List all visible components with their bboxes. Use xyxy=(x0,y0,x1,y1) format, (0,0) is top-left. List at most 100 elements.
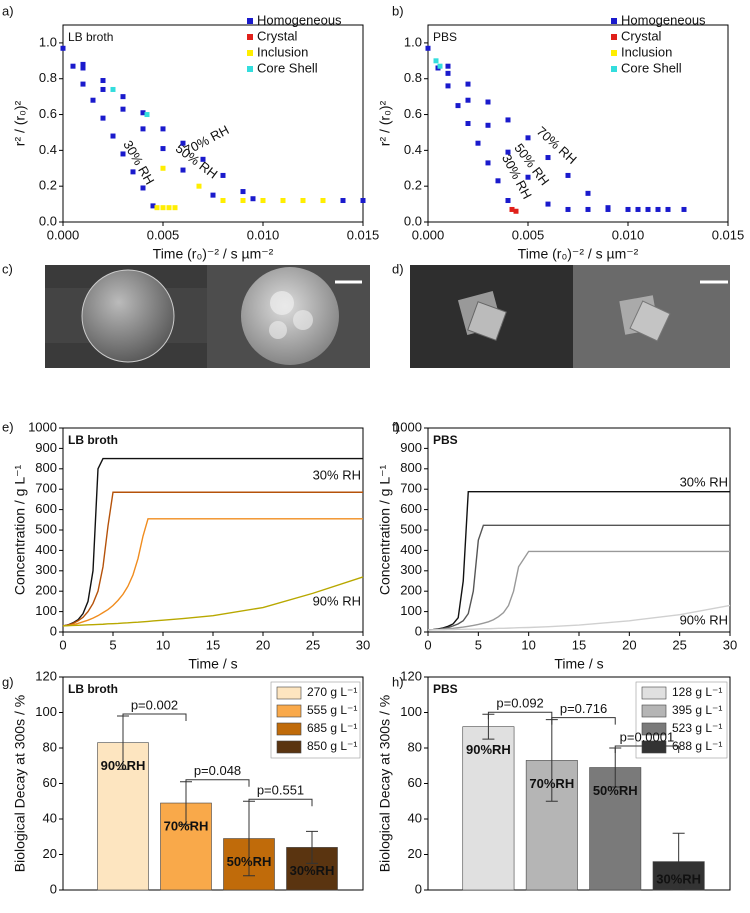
point xyxy=(140,126,146,132)
point xyxy=(605,205,611,211)
legend-swatch xyxy=(641,686,667,700)
y-tick-label: 0 xyxy=(50,623,57,638)
y-tick-label: 100 xyxy=(400,603,422,618)
y-tick-label: 900 xyxy=(35,440,57,455)
y-tick-label: 0 xyxy=(415,881,422,896)
bar-label: 90%RH xyxy=(466,742,511,757)
legend-frame xyxy=(270,681,361,759)
point xyxy=(445,63,451,69)
point xyxy=(80,61,86,67)
bar-label: 90%RH xyxy=(101,758,146,773)
y-tick-label: 0.4 xyxy=(404,142,422,157)
point xyxy=(545,201,551,207)
line xyxy=(427,524,730,631)
x-tick-label: 25 xyxy=(306,637,320,652)
point xyxy=(585,206,591,212)
bar xyxy=(462,726,515,891)
significance-bracket xyxy=(185,779,250,787)
panel-label: b) xyxy=(392,3,404,18)
legend-label: Core Shell xyxy=(257,60,318,75)
significance-bracket xyxy=(614,745,680,753)
point xyxy=(180,167,186,173)
p-value: p=0.0001 xyxy=(620,729,675,744)
point xyxy=(80,65,86,71)
line xyxy=(428,604,731,631)
line xyxy=(62,518,363,627)
point xyxy=(485,160,491,166)
plot-frame xyxy=(427,427,731,633)
point xyxy=(120,94,126,100)
legend-swatch xyxy=(611,34,617,40)
y-axis-title: Concentration / g L⁻¹ xyxy=(12,464,28,595)
point xyxy=(172,205,178,211)
y-tick-label: 500 xyxy=(35,521,57,536)
annotation: 70% RH xyxy=(534,123,580,167)
panel-label: f) xyxy=(392,419,400,434)
legend-label: Inclusion xyxy=(257,44,308,59)
point xyxy=(60,45,66,51)
y-tick-label: 600 xyxy=(400,501,422,516)
sem-image-c xyxy=(45,265,370,368)
point xyxy=(320,198,326,204)
legend-swatch xyxy=(247,34,253,40)
x-tick-label: 0.005 xyxy=(512,227,545,242)
legend-label: 395 g L⁻¹ xyxy=(672,703,722,717)
x-tick-label: 20 xyxy=(622,637,636,652)
point xyxy=(100,86,106,92)
x-tick-label: 0.000 xyxy=(47,227,80,242)
y-tick-label: 0.0 xyxy=(39,213,57,228)
y-tick-label: 500 xyxy=(400,521,422,536)
x-tick-label: 0 xyxy=(424,637,431,652)
legend-label: 523 g L⁻¹ xyxy=(672,721,722,735)
y-tick-label: 1000 xyxy=(28,419,57,434)
legend-swatch xyxy=(247,50,253,56)
legend-label: 128 g L⁻¹ xyxy=(672,685,722,699)
x-tick-label: 0.010 xyxy=(247,227,280,242)
significance-bracket xyxy=(551,717,616,725)
point xyxy=(505,149,511,155)
x-axis-title: Time / s xyxy=(188,656,237,672)
point xyxy=(160,126,166,132)
point xyxy=(475,140,481,146)
x-tick-label: 30 xyxy=(723,637,737,652)
y-tick-label: 0.2 xyxy=(39,178,57,193)
y-tick-label: 200 xyxy=(35,583,57,598)
y-tick-label: 200 xyxy=(400,583,422,598)
point xyxy=(240,198,246,204)
y-tick-label: 0 xyxy=(50,881,57,896)
point xyxy=(180,140,186,146)
point xyxy=(144,112,150,118)
x-tick-label: 15 xyxy=(206,637,220,652)
y-tick-label: 80 xyxy=(408,739,422,754)
point xyxy=(130,169,136,175)
point xyxy=(485,122,491,128)
y-tick-label: 0.6 xyxy=(39,106,57,121)
point xyxy=(120,151,126,157)
y-tick-label: 60 xyxy=(408,775,422,790)
x-tick-label: 5 xyxy=(475,637,482,652)
x-tick-label: 0.005 xyxy=(147,227,180,242)
legend-swatch xyxy=(641,704,667,718)
legend-swatch xyxy=(247,66,253,72)
point xyxy=(645,206,651,212)
legend-label: 685 g L⁻¹ xyxy=(307,721,357,735)
significance-bracket xyxy=(487,711,553,720)
legend-label: 555 g L⁻¹ xyxy=(307,703,357,717)
x-tick-label: 0.015 xyxy=(712,227,745,242)
point xyxy=(585,190,591,196)
bar-label: 50%RH xyxy=(593,783,638,798)
p-value: p=0.716 xyxy=(560,701,607,716)
y-tick-label: 1000 xyxy=(393,419,422,434)
y-axis-title: Biological Decay at 300s / % xyxy=(12,695,28,872)
panel-label: g) xyxy=(2,674,14,689)
bar xyxy=(589,767,642,891)
x-tick-label: 30 xyxy=(356,637,370,652)
annotation: 30% RH xyxy=(680,474,728,489)
significance-bracket xyxy=(248,798,313,807)
y-tick-label: 40 xyxy=(43,810,57,825)
point xyxy=(635,206,641,212)
line xyxy=(62,576,364,627)
legend-label: Core Shell xyxy=(621,60,682,75)
point xyxy=(110,133,116,139)
legend-label: Crystal xyxy=(257,28,298,43)
